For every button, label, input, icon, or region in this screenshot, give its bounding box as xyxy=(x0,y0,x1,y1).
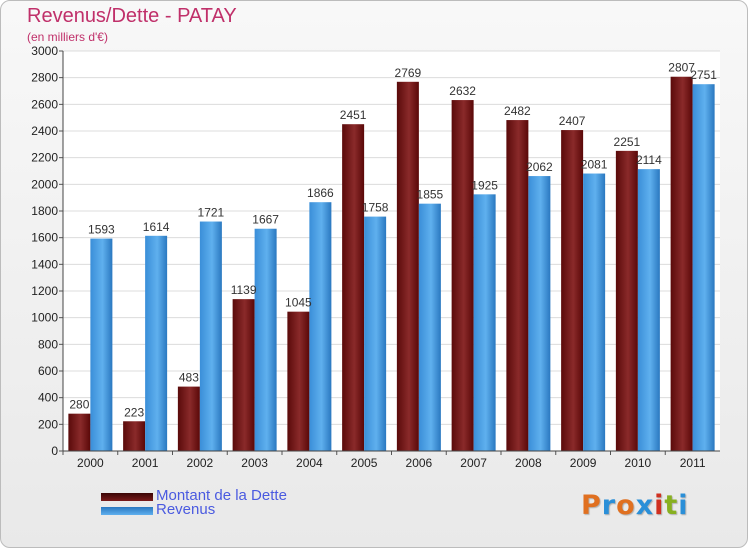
data-label-dette: 1045 xyxy=(285,296,312,310)
y-tick-label: 1400 xyxy=(31,257,58,271)
bar-revenus xyxy=(692,84,715,451)
bar-revenus xyxy=(418,203,441,451)
chart-title: Revenus/Dette - PATAY xyxy=(27,5,237,27)
data-label-revenus: 1614 xyxy=(143,220,170,234)
data-label-revenus: 1667 xyxy=(252,213,279,227)
logo-letter: r xyxy=(601,490,617,521)
bar-revenus xyxy=(309,202,332,451)
data-label-dette: 2451 xyxy=(340,108,367,122)
bar-revenus xyxy=(364,216,387,451)
bar-dette xyxy=(615,150,638,451)
data-label-revenus: 1925 xyxy=(471,178,498,192)
data-label-dette: 280 xyxy=(69,398,89,412)
x-tick-label: 2002 xyxy=(187,456,214,470)
data-label-dette: 2407 xyxy=(559,114,586,128)
data-label-dette: 483 xyxy=(179,371,199,385)
bar-revenus xyxy=(473,194,496,452)
logo-letter: x xyxy=(635,490,655,521)
data-label-dette: 1139 xyxy=(231,283,257,297)
x-tick-label: 2008 xyxy=(515,456,542,470)
bar-revenus xyxy=(90,238,113,451)
proxiti-logo: Proxiti xyxy=(581,490,689,521)
y-tick-label: 1600 xyxy=(31,231,58,245)
x-tick-label: 2004 xyxy=(296,456,323,470)
data-label-revenus: 1758 xyxy=(362,201,389,215)
x-tick-label: 2007 xyxy=(460,456,487,470)
logo-letter: i xyxy=(654,490,665,521)
y-tick-label: 2600 xyxy=(31,97,58,111)
logo-letter: t xyxy=(664,490,679,521)
bar-dette xyxy=(232,299,255,451)
y-tick-label: 1800 xyxy=(31,204,58,218)
bar-dette xyxy=(451,100,474,452)
bar-dette xyxy=(287,311,310,451)
legend-swatch-revenus xyxy=(101,507,153,515)
bar-dette xyxy=(670,76,693,451)
data-label-dette: 2482 xyxy=(504,104,531,118)
bar-revenus xyxy=(528,176,551,452)
y-tick-label: 800 xyxy=(38,337,58,351)
data-label-revenus: 2114 xyxy=(636,153,662,167)
data-label-revenus: 1593 xyxy=(88,223,115,237)
bar-revenus xyxy=(583,173,606,452)
bar-revenus xyxy=(145,235,168,451)
legend-label-dette: Montant de la Dette xyxy=(156,487,287,504)
bar-revenus xyxy=(254,228,277,451)
y-tick-label: 2800 xyxy=(31,71,58,85)
x-tick-label: 2005 xyxy=(351,456,378,470)
bar-dette xyxy=(561,130,584,452)
data-label-revenus: 1866 xyxy=(307,186,334,200)
legend-label-revenus: Revenus xyxy=(156,501,216,518)
data-label-revenus: 2751 xyxy=(690,68,717,82)
y-tick-label: 2200 xyxy=(31,151,58,165)
x-tick-label: 2010 xyxy=(625,456,652,470)
bar-dette xyxy=(177,386,200,451)
y-tick-label: 400 xyxy=(38,391,58,405)
chart-subtitle: (en milliers d'€) xyxy=(27,30,108,44)
y-tick-label: 200 xyxy=(38,417,58,431)
bar-dette xyxy=(342,124,365,451)
bar-dette xyxy=(68,413,91,451)
y-tick-label: 3000 xyxy=(31,44,58,58)
y-tick-label: 2400 xyxy=(31,124,58,138)
x-tick-label: 2006 xyxy=(406,456,433,470)
y-tick-label: 1000 xyxy=(31,311,58,325)
logo-letter: P xyxy=(581,490,602,521)
x-tick-label: 2011 xyxy=(680,456,706,470)
y-tick-label: 0 xyxy=(51,444,58,458)
y-tick-label: 2000 xyxy=(31,177,58,191)
bar-revenus xyxy=(637,169,660,451)
bar-dette xyxy=(396,81,419,452)
data-label-dette: 2251 xyxy=(614,135,641,149)
legend-swatch-dette xyxy=(101,493,153,501)
data-label-revenus: 2081 xyxy=(581,158,608,172)
data-label-revenus: 2062 xyxy=(526,160,553,174)
bar-dette xyxy=(506,120,529,452)
data-label-dette: 2807 xyxy=(668,61,695,75)
plot-area xyxy=(63,51,720,451)
data-label-revenus: 1855 xyxy=(417,188,444,202)
data-label-dette: 223 xyxy=(124,405,144,419)
x-tick-label: 2000 xyxy=(77,456,104,470)
x-tick-label: 2001 xyxy=(132,456,159,470)
data-label-revenus: 1721 xyxy=(198,206,225,220)
y-tick-label: 600 xyxy=(38,364,58,378)
y-tick-label: 1200 xyxy=(31,284,58,298)
x-tick-label: 2003 xyxy=(241,456,268,470)
data-label-dette: 2632 xyxy=(449,84,476,98)
bar-dette xyxy=(123,421,146,451)
logo-letter: i xyxy=(678,490,689,521)
logo-letter: o xyxy=(616,490,636,521)
data-label-dette: 2769 xyxy=(395,66,422,80)
x-tick-label: 2009 xyxy=(570,456,597,470)
bar-revenus xyxy=(199,221,222,451)
